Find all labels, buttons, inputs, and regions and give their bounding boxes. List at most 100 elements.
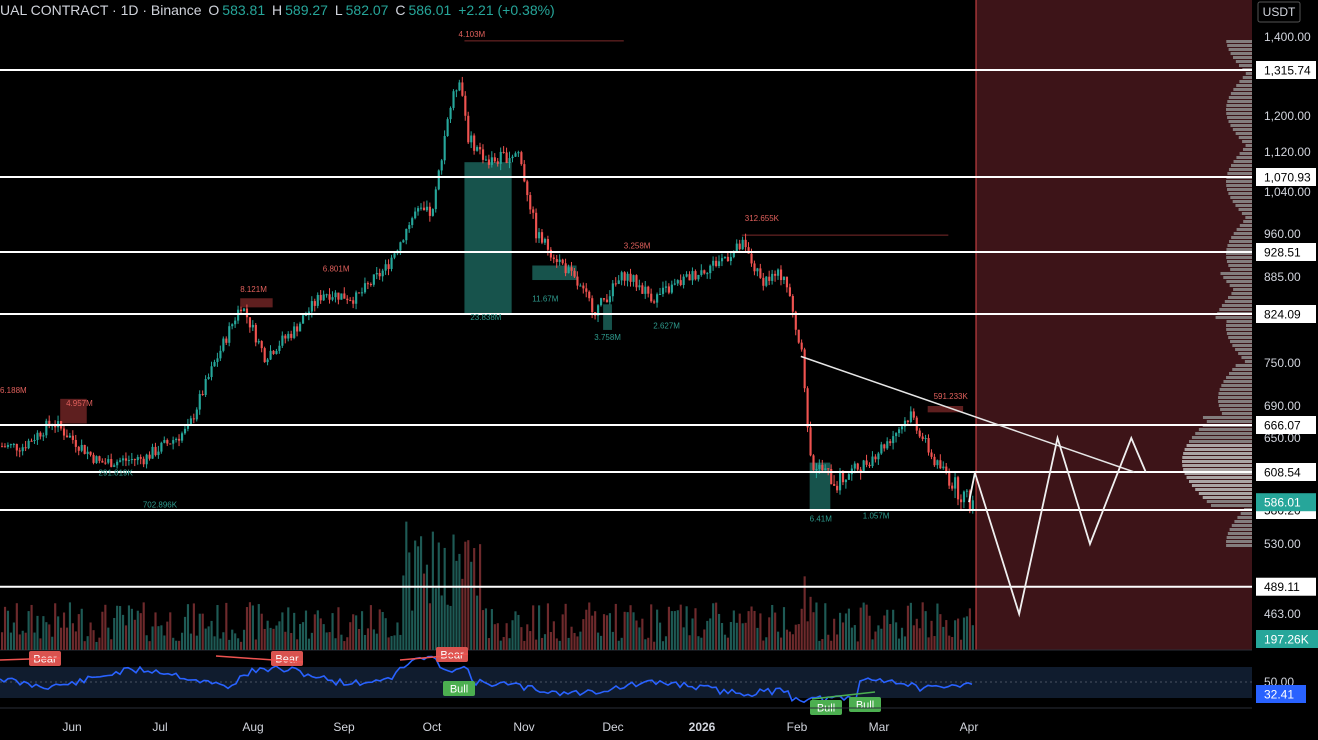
high-label: H — [272, 2, 283, 18]
volume-bar — [794, 624, 797, 650]
volume-bar — [240, 641, 243, 650]
profile-bar — [1221, 384, 1252, 387]
volume-bar — [785, 629, 789, 650]
volume-bar — [417, 546, 420, 650]
time-axis[interactable]: Jun Jul Aug Sep Oct Nov Dec 2026 Feb Mar Apr — [0, 707, 1252, 734]
candle-body — [921, 436, 924, 440]
volume-bar — [729, 622, 732, 650]
volume-bar — [591, 615, 594, 650]
divergence-line — [811, 691, 876, 700]
volume-bar — [921, 602, 924, 650]
rsi-label-box — [271, 651, 303, 666]
candle-body — [629, 273, 632, 282]
candle-body — [490, 157, 493, 165]
candle-body — [133, 459, 136, 461]
candle-body — [670, 284, 673, 293]
profile-bar — [1234, 520, 1252, 523]
horizontal-levels[interactable] — [0, 69, 1252, 588]
profile-bar — [1228, 192, 1252, 195]
projection-path — [968, 434, 1147, 618]
volume-bar — [597, 632, 600, 650]
volume-bar — [204, 628, 207, 650]
candle-body — [381, 270, 384, 277]
candle-body — [157, 451, 160, 456]
time-tick: Apr — [960, 720, 979, 734]
profile-bar — [1206, 500, 1252, 503]
candle-body — [467, 115, 470, 143]
candle-body — [30, 440, 33, 442]
volume-bar — [119, 606, 122, 650]
candle-body — [83, 444, 86, 454]
trend-line — [800, 355, 1135, 473]
volume-bar — [481, 610, 485, 650]
candle-body — [408, 225, 411, 229]
volume-bar — [750, 606, 753, 650]
profile-bar — [1226, 320, 1252, 323]
volume-bar — [207, 626, 210, 650]
candle-body — [479, 147, 482, 150]
volume-bar — [254, 639, 257, 650]
candle-body — [703, 270, 706, 274]
candle-body — [788, 287, 791, 297]
volume-bar — [532, 605, 535, 650]
volume-annotation: 291.819K — [99, 468, 134, 477]
profile-bar — [1230, 196, 1252, 199]
price-axis[interactable]: USDT 1,400.00 1,200.00 1,120.00 1,040.00 960.… — [1252, 0, 1318, 740]
volume-bar — [24, 632, 27, 650]
symbol-title[interactable]: UAL CONTRACT · 1D · Binance — [0, 2, 202, 18]
volume-bar — [957, 618, 960, 650]
volume-bar — [892, 609, 895, 650]
volume-bar — [900, 627, 904, 650]
level-price-tag: 608.54 — [1256, 463, 1316, 481]
candle-body — [269, 350, 272, 360]
volume-bar — [650, 604, 653, 650]
candle-body — [785, 276, 789, 288]
volume-bar — [691, 618, 694, 650]
candle-body — [130, 459, 133, 461]
volume-bar — [169, 612, 172, 650]
profile-bar — [1229, 284, 1252, 287]
candle-body — [45, 420, 48, 436]
volume-bar — [263, 628, 266, 650]
candle-body — [582, 285, 585, 289]
candle-body — [393, 253, 396, 258]
volume-bar — [844, 613, 848, 650]
volume-bar — [201, 613, 204, 650]
candle-body — [561, 259, 564, 264]
volume-bar — [762, 640, 765, 650]
profile-bar — [1229, 372, 1252, 375]
volume-bar — [538, 605, 541, 650]
volume-bar — [358, 628, 361, 650]
candle-body — [287, 333, 290, 339]
volume-bar — [242, 629, 246, 650]
candle-body — [231, 324, 234, 327]
profile-bar — [1232, 368, 1252, 371]
price-tick: 1,400.00 — [1264, 30, 1311, 44]
volume-bar — [930, 620, 933, 650]
candle-body — [523, 164, 526, 182]
candle-body — [685, 274, 688, 277]
volume-bar — [396, 622, 399, 650]
volume-bar — [225, 602, 228, 650]
volume-bar — [384, 618, 387, 650]
candle-body — [278, 345, 281, 351]
profile-bar — [1195, 488, 1252, 491]
volume-bar — [759, 613, 762, 650]
price-tick: 463.00 — [1264, 607, 1301, 621]
candle-body — [284, 335, 287, 339]
candle-body — [538, 232, 541, 239]
profile-bar — [1236, 228, 1252, 231]
volume-bar — [886, 609, 889, 650]
candle-body — [883, 444, 886, 449]
candle-body — [452, 91, 455, 108]
profile-bar — [1218, 400, 1252, 403]
drawings[interactable] — [800, 355, 1147, 618]
candle-body — [540, 232, 544, 243]
volume-bar — [484, 608, 488, 650]
profile-bar — [1232, 128, 1252, 131]
candle-body — [591, 298, 594, 313]
volume-bar — [614, 603, 617, 650]
candle-body — [207, 377, 210, 379]
candle-body — [263, 348, 266, 363]
